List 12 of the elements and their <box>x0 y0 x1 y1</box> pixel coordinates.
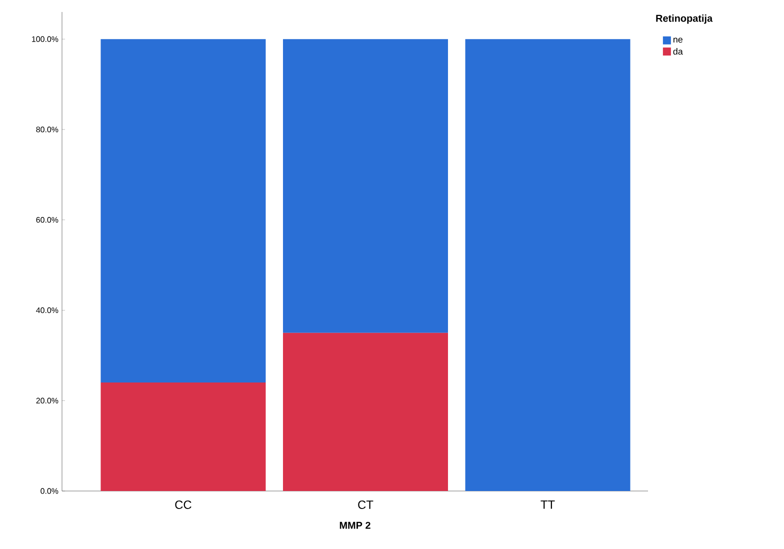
legend-label: da <box>673 48 683 55</box>
bar <box>282 332 448 491</box>
bar <box>282 39 448 333</box>
bar <box>100 39 266 383</box>
bar <box>465 39 630 491</box>
bar <box>100 382 266 491</box>
x-tick-label: CC <box>175 500 192 509</box>
legend-label: ne <box>674 38 682 43</box>
x-axis-title: MMP 2 <box>340 522 370 529</box>
x-tick-label: TT <box>540 500 555 509</box>
x-tick-label: CT <box>358 500 374 509</box>
legend-title: Retinopatija <box>656 14 713 24</box>
